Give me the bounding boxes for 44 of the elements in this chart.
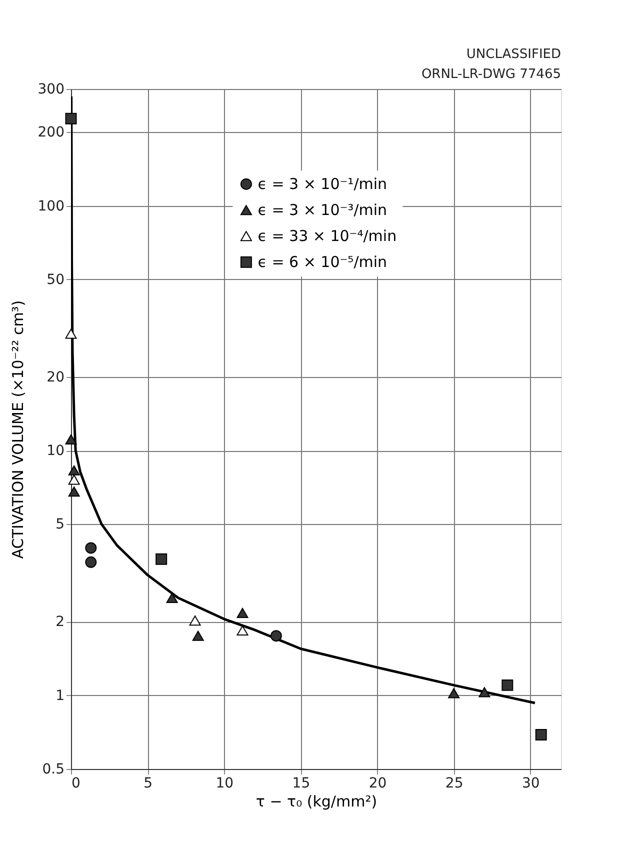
y-tick-label: 50 [46,272,64,288]
point [448,688,460,698]
x-tick-label: 0 [72,776,80,792]
legend-label: ϵ = 3 × 10⁻¹/min [258,175,388,194]
legend-label: ϵ = 6 × 10⁻⁵/min [258,253,388,272]
y-tick-label: 200 [38,124,64,141]
x-tick-label: 15 [292,776,310,792]
point [65,112,77,124]
y-tick-label: 1 [56,688,64,704]
point [85,542,97,554]
point [85,556,97,568]
point [236,608,248,618]
x-tick-label: 25 [445,776,464,792]
point [478,687,490,698]
y-tick-label: 10 [46,443,64,460]
point [236,625,248,636]
point [192,630,204,641]
y-tick-label: 5 [56,516,64,533]
point [189,616,201,626]
y-tick-label: 20 [46,369,64,386]
x-tick-label: 20 [368,776,387,792]
point [535,729,547,741]
point [270,630,282,642]
y-tick-label: 100 [38,198,64,214]
point [502,679,514,691]
legend-label: ϵ = 3 × 10⁻³/min [258,201,388,220]
point [68,465,80,476]
text: ORNL-LR-DWG 77465 [421,67,561,82]
legend-label: ϵ = 33 × 10⁻⁴/min [258,227,397,246]
point [65,328,77,339]
x-axis-title: τ − τ₀ (kg/mm²) [256,792,378,810]
y-tick-label: 2 [56,614,64,630]
x-tick-label: 10 [216,776,234,792]
x-tick-label: 30 [522,776,540,792]
y-axis-title: ACTIVATION VOLUME (×10⁻²² cm³) [8,300,27,559]
point [65,434,77,444]
point [68,474,80,485]
y-tick-label: 0.5 [42,762,64,778]
point [156,553,168,565]
point [166,592,178,603]
x-tick-label: 5 [144,776,153,792]
point [68,486,80,497]
text: UNCLASSIFIED [466,47,561,62]
y-tick-label: 300 [38,82,64,98]
